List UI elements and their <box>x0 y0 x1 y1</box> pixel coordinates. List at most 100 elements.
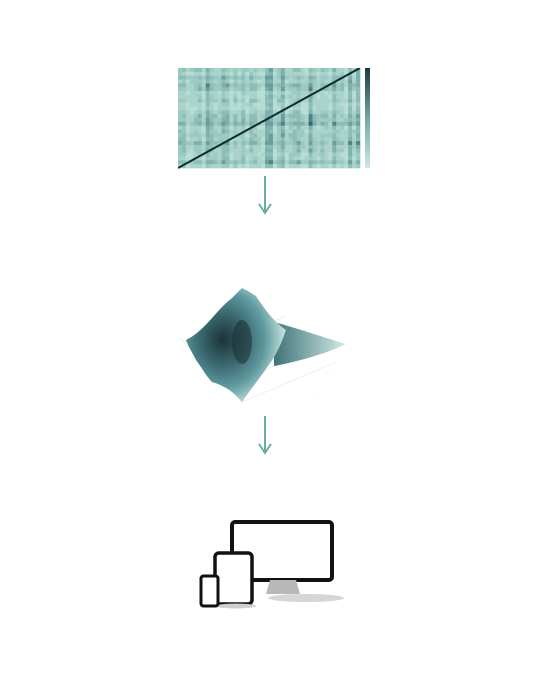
matrix-cell <box>209 144 214 150</box>
matrix-cell <box>316 71 321 76</box>
matrix-cell <box>249 75 254 80</box>
matrix-cell <box>178 129 183 134</box>
matrix-cell <box>178 114 183 119</box>
matrix-cell <box>312 156 317 161</box>
matrix-cell <box>257 152 262 157</box>
matrix-cell <box>217 79 222 84</box>
matrix-cell <box>213 87 218 92</box>
matrix-cell <box>185 71 191 76</box>
matrix-cell <box>209 118 214 123</box>
matrix-cell <box>253 91 258 96</box>
matrix-cell <box>205 164 210 169</box>
matrix-cells <box>178 68 361 169</box>
matrix-cell <box>320 71 325 76</box>
matrix-cell <box>209 71 214 76</box>
matrix-cell <box>233 164 238 169</box>
matrix-cell <box>356 141 361 146</box>
matrix-cell <box>261 102 266 107</box>
matrix-cell <box>276 106 282 111</box>
matrix-cell <box>324 114 329 119</box>
matrix-cell <box>316 144 321 150</box>
matrix-cell <box>284 94 290 100</box>
matrix-cell <box>245 133 250 138</box>
matrix-cell <box>201 144 206 150</box>
matrix-cell <box>324 144 329 150</box>
matrix-cell <box>356 137 361 142</box>
matrix-cell <box>209 79 214 84</box>
matrix-cell <box>336 125 341 130</box>
matrix-cell <box>225 152 230 157</box>
matrix-cell <box>217 102 222 107</box>
matrix-cell <box>197 87 203 92</box>
matrix-cell <box>328 83 333 88</box>
matrix-cell <box>181 148 187 153</box>
matrix-cell <box>201 137 206 142</box>
matrix-cell <box>261 87 266 92</box>
matrix-cell <box>304 106 309 111</box>
matrix-cell <box>328 121 333 126</box>
matrix-cell <box>320 141 325 146</box>
matrix-cell <box>225 110 230 115</box>
matrix-cell <box>205 71 210 76</box>
matrix-cell <box>229 129 234 134</box>
matrix-cell <box>178 156 183 161</box>
matrix-cell <box>209 91 214 96</box>
matrix-cell <box>272 160 278 165</box>
matrix-cell <box>213 164 218 169</box>
matrix-cell <box>245 118 250 123</box>
matrix-cell <box>288 118 294 123</box>
matrix-cell <box>316 133 321 138</box>
matrix-cell <box>324 156 329 161</box>
matrix-cell <box>276 79 282 84</box>
matrix-cell <box>209 160 214 165</box>
matrix-cell <box>241 125 246 130</box>
matrix-cell <box>292 164 297 169</box>
matrix-cell <box>201 91 206 96</box>
matrix-cell <box>241 164 246 169</box>
tablet-icon <box>213 551 256 609</box>
matrix-cell <box>261 83 266 88</box>
matrix-cell <box>320 79 325 84</box>
matrix-cell <box>245 106 250 111</box>
matrix-cell <box>320 121 325 126</box>
matrix-cell <box>269 94 274 100</box>
matrix-cell <box>229 98 234 103</box>
matrix-cell <box>229 152 234 157</box>
matrix-cell <box>181 91 187 96</box>
matrix-cell <box>213 83 218 88</box>
matrix-cell <box>261 160 266 165</box>
matrix-cell <box>300 71 305 76</box>
matrix-cell <box>308 137 313 142</box>
matrix-cell <box>217 68 222 73</box>
matrix-cell <box>348 114 353 119</box>
matrix-cell <box>269 121 274 126</box>
matrix-cell <box>229 141 234 146</box>
matrix-cell <box>344 71 349 76</box>
matrix-cell <box>233 118 238 123</box>
matrix-cell <box>352 110 357 115</box>
matrix-cell <box>300 133 305 138</box>
matrix-cell <box>233 106 238 111</box>
matrix-cell <box>241 144 246 150</box>
matrix-cell <box>269 160 274 165</box>
matrix-cell <box>241 152 246 157</box>
matrix-cell <box>181 133 187 138</box>
matrix-cell <box>324 75 329 80</box>
matrix-cell <box>336 144 341 150</box>
matrix-cell <box>269 148 274 153</box>
matrix-cell <box>229 114 234 119</box>
matrix-cell <box>288 106 294 111</box>
matrix-cell <box>292 141 297 146</box>
matrix-cell <box>245 148 250 153</box>
matrix-cell <box>217 91 222 96</box>
matrix-cell <box>284 98 290 103</box>
matrix-cell <box>229 125 234 130</box>
matrix-cell <box>197 79 203 84</box>
matrix-cell <box>205 102 210 107</box>
matrix-cell <box>320 75 325 80</box>
matrix-cell <box>205 125 210 130</box>
matrix-cell <box>344 148 349 153</box>
matrix-cell <box>269 156 274 161</box>
matrix-cell <box>225 141 230 146</box>
matrix-cell <box>205 83 210 88</box>
